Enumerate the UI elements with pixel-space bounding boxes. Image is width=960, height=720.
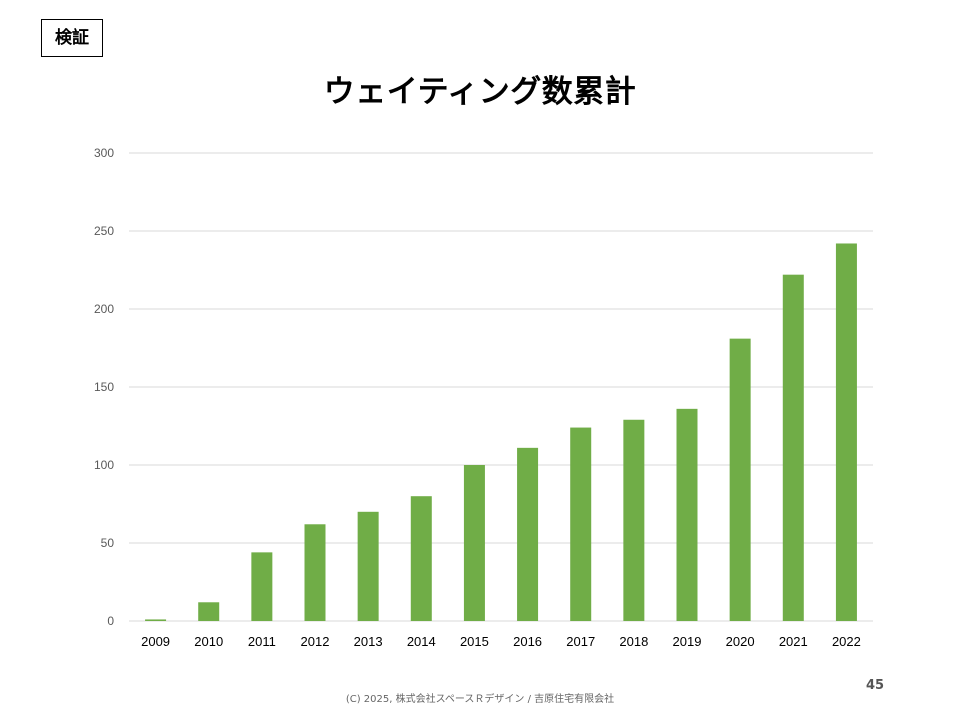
bar-2022 — [835, 243, 857, 622]
x-tick-label: 2013 — [354, 634, 383, 649]
page-number: 45 — [865, 678, 885, 693]
page-title: ウェイティング数累計 — [323, 74, 637, 110]
bar-2021 — [782, 274, 804, 621]
y-tick-label: 0 — [107, 614, 114, 628]
y-tick-label: 50 — [101, 536, 115, 550]
copyright-footer: (C) 2025, 株式会社スペースＲデザイン / 吉原住宅有限会社 — [345, 694, 615, 705]
y-tick-label: 250 — [94, 224, 114, 238]
bar-2014 — [410, 496, 432, 621]
bar-2018 — [623, 419, 645, 621]
bar-2012 — [304, 524, 326, 621]
x-tick-label: 2012 — [301, 634, 330, 649]
x-axis-tick-labels: 2009 2010 2011 2012 2013 2014 2015 2016 2017 2018… — [141, 634, 861, 649]
x-tick-label: 2011 — [248, 634, 276, 649]
bar-2011 — [251, 552, 273, 621]
bar-2016 — [517, 447, 539, 621]
y-axis-tick-labels: 0 50 100 150 200 250 300 — [94, 146, 114, 628]
y-tick-label: 200 — [94, 302, 114, 316]
y-tick-label: 150 — [94, 380, 114, 394]
x-tick-label: 2022 — [832, 634, 861, 649]
x-tick-label: 2021 — [779, 634, 808, 649]
y-tick-label: 100 — [94, 458, 114, 472]
bar-2013 — [357, 511, 379, 621]
bar-2017 — [570, 427, 592, 621]
x-tick-label: 2019 — [673, 634, 702, 649]
bar-2019 — [676, 408, 698, 621]
bar-2015 — [463, 465, 485, 621]
x-tick-label: 2015 — [460, 634, 489, 649]
slide-tag: 検証 — [41, 19, 103, 57]
gridlines — [129, 152, 873, 622]
x-tick-label: 2018 — [619, 634, 648, 649]
y-tick-label: 300 — [94, 146, 114, 160]
bar-2010 — [198, 602, 220, 621]
bars — [145, 243, 857, 622]
x-tick-label: 2009 — [141, 634, 170, 649]
x-tick-label: 2010 — [194, 634, 223, 649]
bar-2009 — [145, 619, 167, 621]
x-tick-label: 2016 — [513, 634, 542, 649]
x-tick-label: 2014 — [407, 634, 436, 649]
bar-2020 — [729, 338, 751, 621]
x-tick-label: 2020 — [726, 634, 755, 649]
x-tick-label: 2017 — [566, 634, 595, 649]
